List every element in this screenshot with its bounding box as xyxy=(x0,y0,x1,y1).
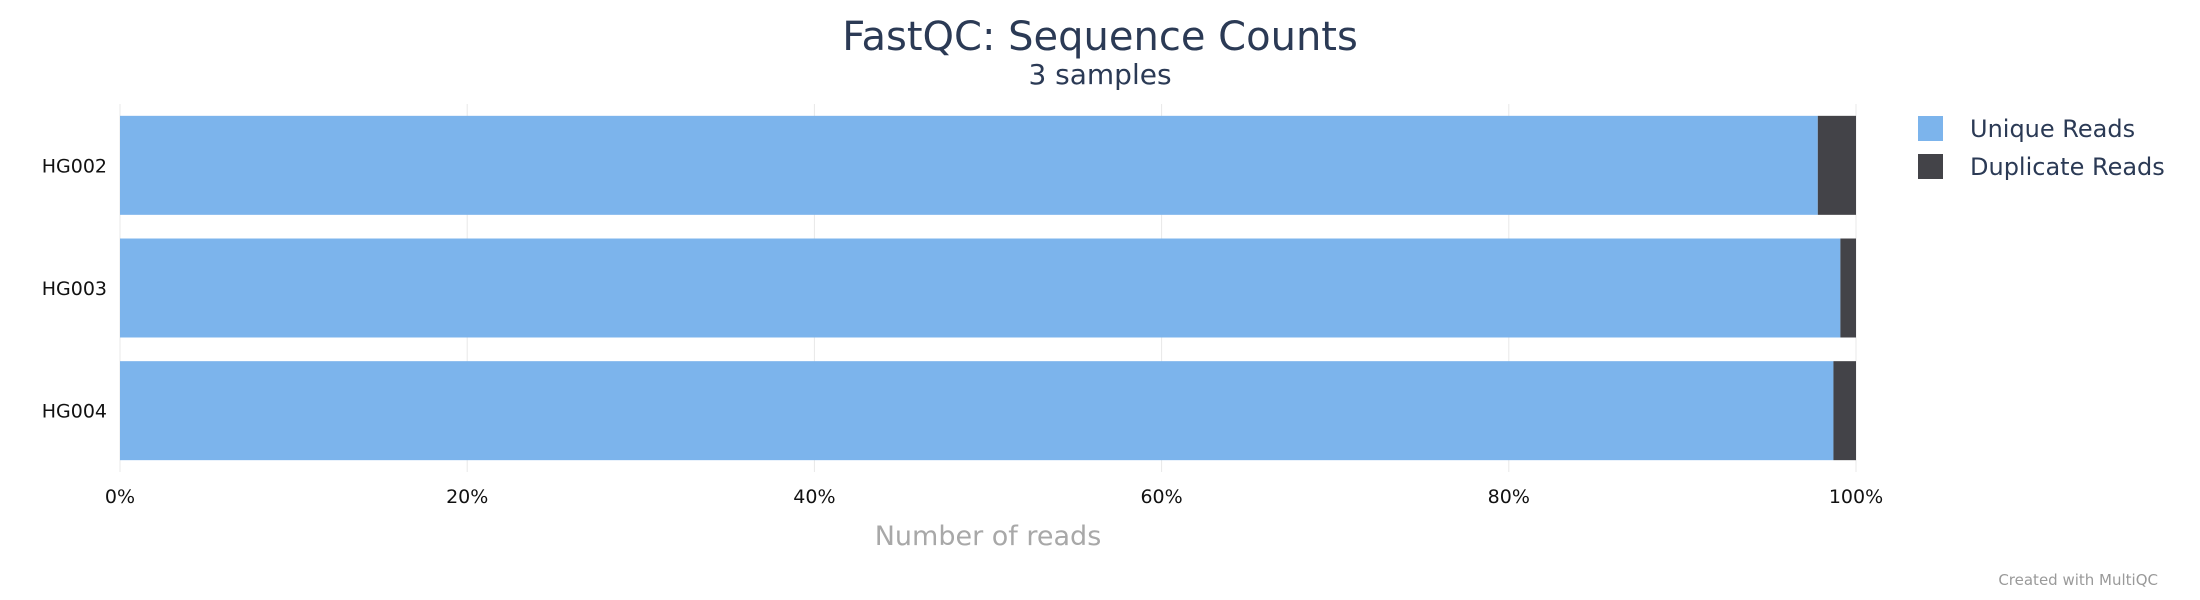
y-axis-labels: HG002 HG003 HG004 xyxy=(42,155,107,422)
chart-title: FastQC: Sequence Counts xyxy=(842,14,1358,60)
bar-hg002-unique-reads[interactable] xyxy=(120,115,1818,215)
legend-item-duplicate-reads[interactable]: Duplicate Reads xyxy=(1918,153,2165,181)
credit-text: Created with MultiQC xyxy=(1998,571,2158,589)
legend-label: Duplicate Reads xyxy=(1970,153,2165,181)
x-axis-labels: 0% 20% 40% 60% 80% 100% xyxy=(105,486,1883,508)
legend-label: Unique Reads xyxy=(1970,115,2135,143)
x-axis-title: Number of reads xyxy=(875,521,1102,552)
y-tick-label: HG004 xyxy=(42,401,107,423)
x-tick-label: 0% xyxy=(105,486,135,508)
x-tick-label: 40% xyxy=(793,486,835,508)
x-tick-label: 100% xyxy=(1829,486,1883,508)
legend[interactable]: Unique Reads Duplicate Reads xyxy=(1918,115,2165,181)
y-tick-label: HG002 xyxy=(42,155,107,177)
bar-hg003-duplicate-reads[interactable] xyxy=(1840,238,1856,338)
legend-item-unique-reads[interactable]: Unique Reads xyxy=(1918,115,2135,143)
bar-hg004-duplicate-reads[interactable] xyxy=(1833,361,1856,461)
y-tick-label: HG003 xyxy=(42,278,107,300)
x-tick-label: 80% xyxy=(1488,486,1530,508)
legend-swatch xyxy=(1918,154,1943,179)
bar-hg003-unique-reads[interactable] xyxy=(120,238,1841,338)
legend-swatch xyxy=(1918,116,1943,141)
x-tick-label: 20% xyxy=(446,486,488,508)
chart-subtitle: 3 samples xyxy=(1028,58,1171,91)
bars xyxy=(120,115,1856,461)
x-tick-label: 60% xyxy=(1140,486,1182,508)
bar-hg004-unique-reads[interactable] xyxy=(120,361,1834,461)
bar-hg002-duplicate-reads[interactable] xyxy=(1817,115,1856,215)
